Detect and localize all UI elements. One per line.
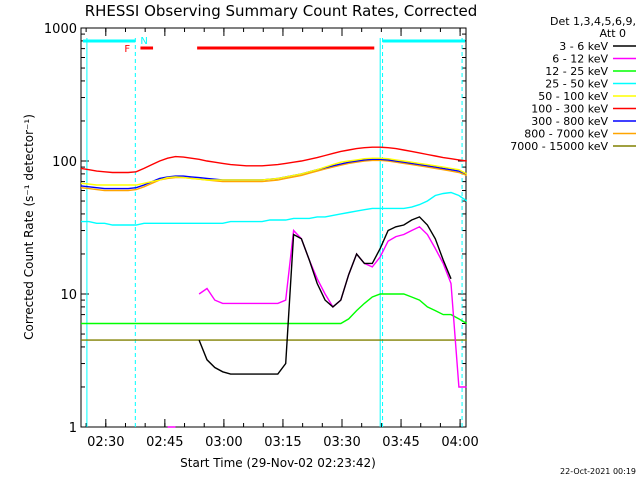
- x-tick-label: 02:45: [146, 435, 183, 450]
- legend-label: 800 - 7000 keV: [524, 128, 608, 141]
- night-flag-label: N: [140, 36, 147, 47]
- y-tick-label: 100: [52, 155, 77, 170]
- flare-flag-label: F: [124, 44, 130, 55]
- legend-label: 6 - 12 keV: [552, 53, 608, 66]
- legend-label: 25 - 50 keV: [545, 78, 608, 91]
- legend-label: 3 - 6 keV: [559, 40, 608, 53]
- y-tick-label: 1000: [44, 22, 77, 37]
- chart-title: RHESSI Observing Summary Count Rates, Co…: [85, 2, 478, 20]
- x-tick-label: 02:30: [87, 435, 124, 450]
- series-line-800-7000-kev: [80, 159, 468, 192]
- y-tick-label: 1: [69, 421, 77, 436]
- legend-label: 7000 - 15000 keV: [510, 140, 608, 153]
- x-axis-label: Start Time (29-Nov-02 02:23:42): [180, 456, 376, 470]
- series-line-12-25-kev: [81, 293, 468, 325]
- plot-frame: [80, 27, 467, 428]
- series-line-25-50-kev: [81, 191, 468, 226]
- legend-label: 300 - 800 keV: [531, 115, 608, 128]
- legend-label: 50 - 100 keV: [538, 90, 608, 103]
- x-tick-label: 03:45: [382, 435, 419, 450]
- x-axis: 02:30 02:45 03:00 03:15 03:30 03:45 04:00: [85, 28, 479, 450]
- x-tick-label: 03:15: [264, 435, 301, 450]
- legend-header: Att 0: [600, 27, 626, 40]
- series-line-100-300-kev: [80, 146, 467, 174]
- legend-header: Det 1,3,4,5,6,9,: [550, 15, 636, 28]
- timestamp: 22-Oct-2021 00:19: [560, 467, 636, 476]
- x-tick-label: 03:00: [205, 435, 242, 450]
- x-tick-label: 03:30: [323, 435, 360, 450]
- legend-label: 100 - 300 keV: [531, 103, 608, 116]
- y-axis-label: Corrected Count Rate (s⁻¹ detector⁻¹): [22, 114, 36, 340]
- series-line-50-100-kev: [80, 157, 468, 186]
- legend-label: 12 - 25 keV: [545, 65, 608, 78]
- x-tick-label: 04:00: [441, 435, 478, 450]
- series-line-3-6-kev: [198, 216, 452, 375]
- y-tick-label: 10: [60, 288, 77, 303]
